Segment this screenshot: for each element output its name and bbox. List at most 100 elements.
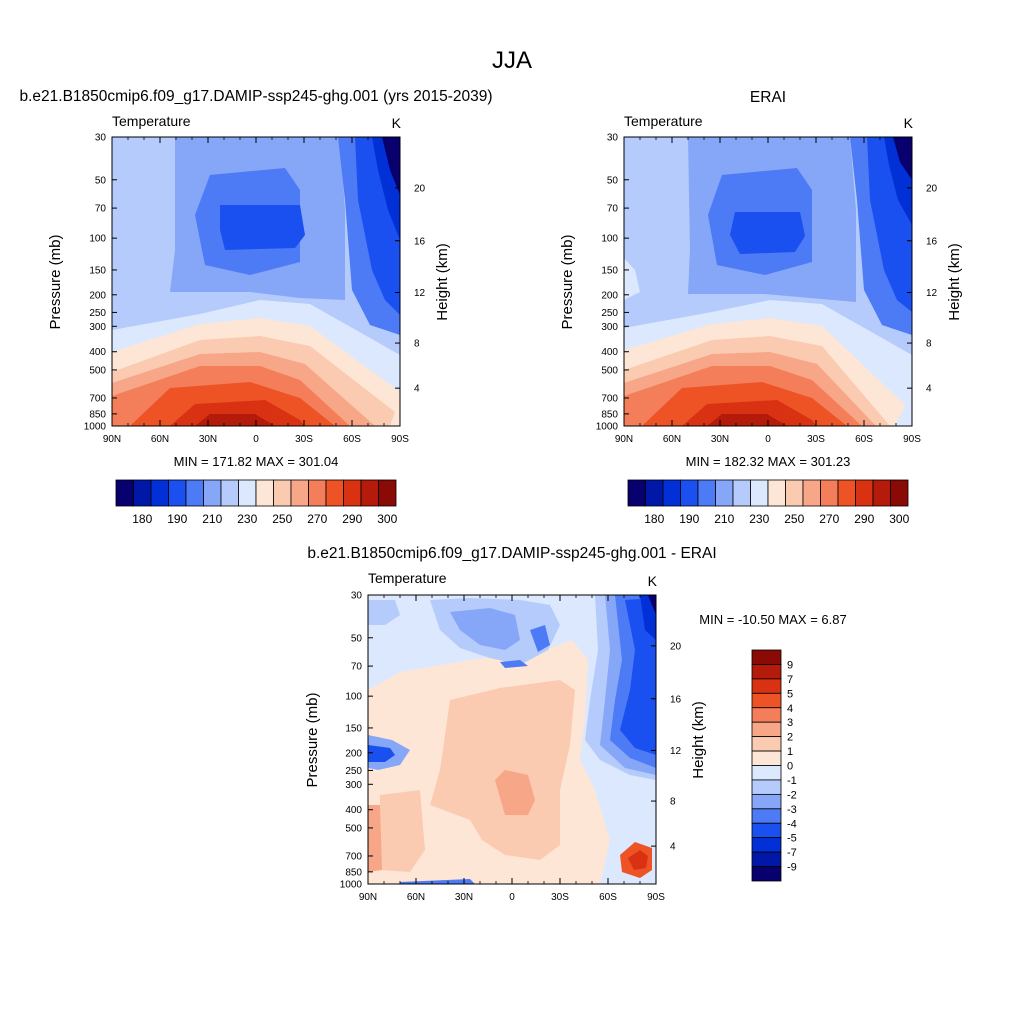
colorbar-label: 3 [787,717,793,729]
y-tick-label: 100 [89,234,106,245]
colorbar-swatch [820,479,839,507]
contour-band-east-6 [648,595,656,615]
contour-band-warm-7 [707,414,787,426]
colorbar-swatch [750,479,769,507]
y-tick-label: 1000 [596,422,619,433]
x-tick-label: 30N [199,434,217,445]
right-string: K [648,573,658,589]
y-tick-label: 500 [601,365,618,376]
axes-layer: 90N 60N 30N 0 30S 60S 90S305070100150200250300… [84,133,938,904]
panel-title: b.e21.B1850cmip6.f09_g17.DAMIP-ssp245-gh… [307,545,716,562]
y-right-tick-label: 8 [414,339,420,350]
y-tick-label: 500 [89,365,106,376]
contour-band-pos-2b [368,805,382,872]
x-tick-label: 90N [103,434,121,445]
y-tick-label: 500 [345,823,362,834]
page-title: JJA [492,47,532,74]
colorbar-label: -7 [787,847,797,859]
colorbar-swatch [837,479,856,507]
colorbar-swatch [680,479,699,507]
contour-band-pos-1b [380,790,425,872]
contour-band-bottom [400,879,475,884]
contour-band-west-2 [368,745,395,762]
colorbar-label: 210 [202,512,222,526]
colorbar-swatch [645,479,664,507]
contour-band-warm-7 [195,414,275,426]
contour-band-cool-3 [220,205,305,250]
contour-band-neg-2 [450,608,520,650]
y-tick-label: 30 [607,133,619,144]
colorbar-label: 230 [237,512,257,526]
y-tick-label: 100 [345,692,362,703]
contour-band-pos-1 [430,680,575,860]
colorbar-swatch [802,479,821,507]
colorbar-swatch [290,479,309,507]
y-right-tick-label: 16 [414,236,426,247]
stats-label: MIN = 182.32 MAX = 301.23 [686,454,851,469]
colorbar-label: 290 [342,512,362,526]
colorbar-swatch [732,479,751,507]
colorbar-swatch [150,479,169,507]
y-axis-title: Pressure (mb) [304,692,321,787]
x-tick-label: 0 [765,434,771,445]
y-tick-label: 400 [601,347,618,358]
colorbar-swatch [751,793,782,810]
colorbar-swatch [343,479,362,507]
y-axis-right-title: Height (km) [946,243,963,321]
y-axis-right-title: Height (km) [690,701,707,779]
y-right-tick-label: 12 [926,288,938,299]
x-tick-label: 60N [151,434,169,445]
x-tick-label: 0 [509,892,515,903]
colorbar-label: 270 [307,512,327,526]
y-right-tick-label: 20 [414,183,426,194]
contour-plot [367,594,657,885]
colorbar-label: 180 [132,512,152,526]
colorbar-swatch [751,866,782,882]
y-right-tick-label: 20 [670,641,682,652]
y-tick-label: 50 [351,633,363,644]
x-tick-label: 90S [391,434,409,445]
y-tick-label: 250 [89,308,106,319]
colorbar-swatch [308,479,327,507]
colorbar-swatch [751,851,782,867]
colorbar-swatch [751,750,782,766]
y-tick-label: 200 [601,290,618,301]
colorbar-swatch [872,479,891,507]
colorbar-swatch [662,479,681,507]
y-tick-label: 850 [89,409,106,420]
colorbar-swatch [751,678,782,694]
colorbar-label: 290 [854,512,874,526]
colorbar-label: -1 [787,775,797,787]
colorbar-label: 0 [787,761,793,773]
x-tick-label: 30S [551,892,569,903]
colorbar-swatch [751,837,782,853]
y-tick-label: 850 [601,409,618,420]
x-tick-label: 60N [407,892,425,903]
y-tick-label: 70 [95,204,107,215]
y-tick-label: 150 [601,265,618,276]
y-axis-title: Pressure (mb) [47,234,64,329]
x-tick-label: 30S [807,434,825,445]
colorbar-swatch [273,479,292,507]
y-tick-label: 100 [601,234,618,245]
y-right-tick-label: 20 [926,183,938,194]
colorbar-label: 230 [749,512,769,526]
y-tick-label: 400 [345,805,362,816]
x-tick-label: 30N [711,434,729,445]
panel-model: b.e21.B1850cmip6.f09_g17.DAMIP-ssp245-gh… [19,88,492,469]
colorbar-label: -9 [787,862,797,874]
right-string: K [392,115,402,131]
y-tick-label: 30 [351,591,363,602]
x-tick-label: 0 [253,434,259,445]
y-tick-label: 850 [345,867,362,878]
y-tick-label: 250 [345,766,362,777]
panel-erai: ERAI Temperature K Pressure (mb) Height … [559,89,963,469]
y-tick-label: 300 [601,322,618,333]
colorbar-swatch [751,664,782,680]
y-tick-label: 250 [601,308,618,319]
colorbar-swatch [627,479,646,507]
right-string: K [904,115,914,131]
colorbar-swatch [855,479,874,507]
y-right-tick-label: 16 [926,236,938,247]
colorbar-swatch [115,479,134,507]
